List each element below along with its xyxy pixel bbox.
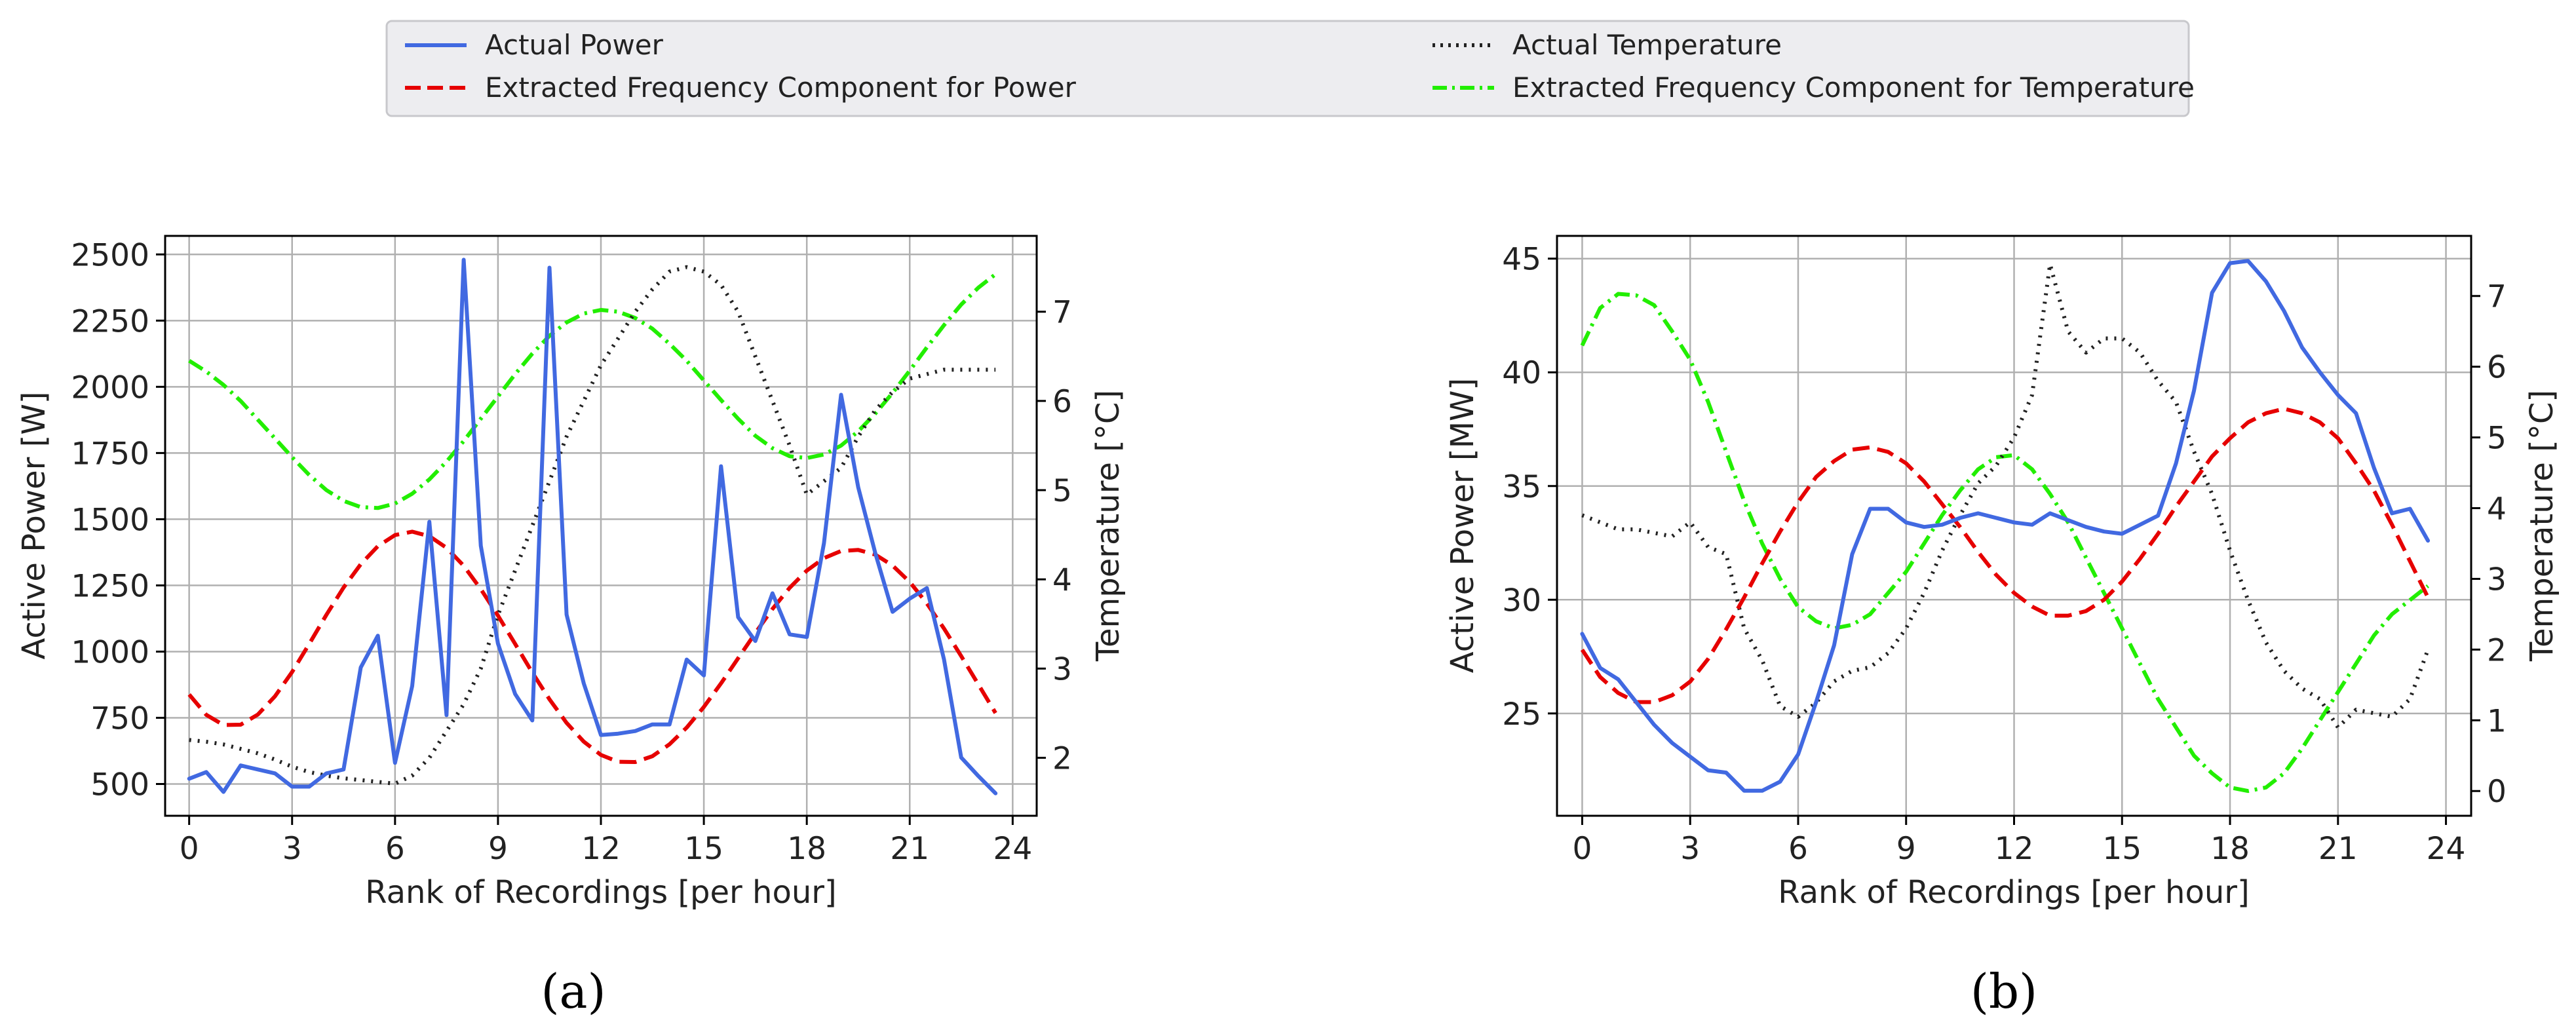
x-ticks-a: 0 3 6 9 12 15 18 21 24 (180, 816, 1032, 867)
y2-tick-label-2: 2 (1052, 741, 1072, 777)
y2-tick-label-4: 4 (1052, 562, 1072, 598)
series-line-power-component-a (187, 529, 997, 764)
chart-panel-a: 0 3 6 9 12 15 18 21 24 5007501000125015001750200… (16, 235, 1126, 1019)
series-line-power-component-b (1580, 406, 2430, 704)
x-tick-label-9: 9 (1896, 831, 1916, 867)
x-tick-label-15: 15 (2102, 831, 2142, 867)
legend: Actual Power Extracted Frequency Compone… (385, 20, 2195, 117)
x-tick-label-0: 0 (180, 831, 199, 867)
panel-label-b: (b) (1970, 964, 2037, 1019)
grid-b (1557, 236, 2471, 816)
series-line-temperature-component-b (1580, 292, 2429, 793)
x-tick-label-3: 3 (282, 831, 302, 867)
series-line-actual-temperature-b (1581, 262, 2430, 730)
y-tick-label-2250: 2250 (71, 303, 149, 339)
y-tick-label-25: 25 (1502, 697, 1541, 733)
y-tick-label-1500: 1500 (71, 502, 149, 538)
y2-tick-label-0: 0 (2487, 774, 2507, 810)
y2-axis-label-a: Temperature [°C] (1090, 390, 1126, 662)
series-line-temperature-component-a (188, 273, 997, 510)
y-tick-label-40: 40 (1502, 355, 1541, 391)
series-group-b (1580, 259, 2431, 793)
x-tick-label-12: 12 (581, 831, 621, 867)
y-tick-label-45: 45 (1502, 242, 1541, 278)
series-line-actual-temperature-a (189, 265, 996, 786)
x-ticks-b: 0 3 6 9 12 15 18 21 24 (1572, 816, 2465, 867)
x-tick-label-0: 0 (1572, 831, 1592, 867)
y-ticks-b: 25 30 35 40 45 (1502, 242, 1557, 733)
y2-ticks-b: 0 1 2 3 4 5 6 7 (2471, 279, 2507, 810)
grid-a (165, 236, 1037, 816)
y2-tick-label-5: 5 (1052, 473, 1072, 509)
y2-tick-label-1: 1 (2487, 703, 2507, 739)
x-tick-label-15: 15 (684, 831, 723, 867)
panel-label-a: (a) (541, 964, 606, 1019)
legend-label-power-component: Extracted Frequency Component for Power (485, 71, 1077, 104)
y-tick-label-500: 500 (90, 767, 149, 803)
y2-tick-label-2: 2 (2487, 632, 2507, 668)
y-tick-label-2000: 2000 (71, 370, 149, 406)
x-tick-label-24: 24 (2427, 831, 2466, 867)
legend-label-temperature-component: Extracted Frequency Component for Temper… (1512, 71, 2195, 104)
legend-box (385, 20, 2190, 117)
legend-label-actual-temperature: Actual Temperature (1512, 29, 1782, 61)
x-tick-label-12: 12 (1995, 831, 2034, 867)
series-line-actual-power-a (187, 258, 998, 795)
x-tick-label-6: 6 (385, 831, 405, 867)
x-axis-label-a: Rank of Recordings [per hour] (365, 874, 836, 911)
x-axis-label-b: Rank of Recordings [per hour] (1778, 874, 2249, 911)
y2-axis-label-b: Temperature [°C] (2524, 390, 2560, 662)
x-tick-label-6: 6 (1788, 831, 1808, 867)
y2-tick-label-3: 3 (2487, 562, 2507, 598)
series-line-actual-power-b (1580, 259, 2431, 793)
legend-label-actual-power: Actual Power (485, 29, 664, 61)
y-tick-label-1750: 1750 (71, 436, 149, 472)
y-tick-label-2500: 2500 (71, 237, 149, 273)
y-axis-label-a: Active Power [W] (16, 391, 52, 659)
y2-tick-label-5: 5 (2487, 421, 2507, 457)
y-tick-label-35: 35 (1502, 469, 1541, 505)
y2-tick-label-3: 3 (1052, 651, 1072, 687)
y-tick-label-1000: 1000 (71, 634, 149, 670)
y2-tick-label-4: 4 (2487, 491, 2507, 527)
y-tick-label-750: 750 (90, 700, 149, 736)
y2-tick-label-7: 7 (2487, 279, 2507, 315)
x-tick-label-24: 24 (993, 831, 1032, 867)
y-axis-label-b: Active Power [MW] (1444, 378, 1481, 673)
x-tick-label-3: 3 (1680, 831, 1700, 867)
x-tick-label-21: 21 (890, 831, 929, 867)
y2-tick-label-7: 7 (1052, 295, 1072, 331)
y2-tick-label-6: 6 (2487, 350, 2507, 386)
x-tick-label-18: 18 (787, 831, 826, 867)
x-tick-label-9: 9 (488, 831, 508, 867)
x-tick-label-18: 18 (2210, 831, 2250, 867)
x-tick-label-21: 21 (2318, 831, 2358, 867)
y-ticks-a: 500 750 1000 1250 1500 1750 2000 2250 2500 (71, 237, 165, 803)
y2-ticks-a: 2 3 4 5 6 7 (1037, 295, 1072, 777)
y-tick-label-30: 30 (1502, 583, 1541, 619)
series-group-a (187, 258, 998, 795)
y-tick-label-1250: 1250 (71, 568, 149, 604)
y2-tick-label-6: 6 (1052, 384, 1072, 420)
